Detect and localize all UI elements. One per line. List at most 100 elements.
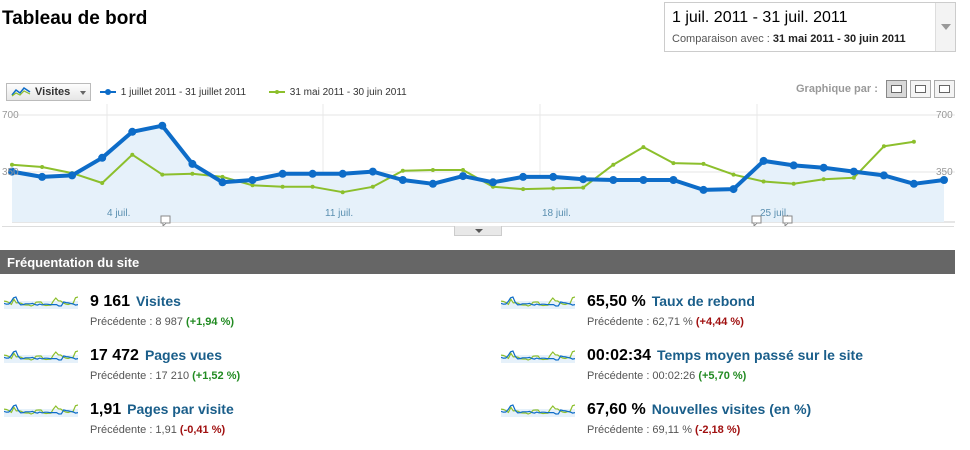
current-series-point[interactable] <box>368 167 377 176</box>
stat-previous: Précédente : 1,91 <box>90 424 177 436</box>
stat-name-link[interactable]: Nouvelles visites (en %) <box>651 401 812 417</box>
week-view-icon <box>915 85 926 93</box>
current-series-point[interactable] <box>579 175 588 184</box>
previous-series-point[interactable] <box>190 171 195 176</box>
graph-by-month-button[interactable] <box>934 80 955 98</box>
previous-series-point[interactable] <box>791 181 796 186</box>
current-series-point[interactable] <box>849 167 858 176</box>
sparkline-line <box>4 296 78 307</box>
line-chart-icon <box>11 87 31 97</box>
current-series-point[interactable] <box>489 178 497 187</box>
date-range-label: 1 juil. 2011 - 31 juil. 2011 <box>672 9 848 26</box>
comparison-label: Comparaison avec : 31 mai 2011 - 30 juin… <box>672 33 906 45</box>
current-series-point[interactable] <box>459 172 467 181</box>
current-series-point[interactable] <box>819 163 828 172</box>
previous-series-point[interactable] <box>551 186 556 191</box>
previous-series-point[interactable] <box>851 175 856 180</box>
previous-series-point[interactable] <box>611 162 616 167</box>
annotation-icon[interactable] <box>782 215 793 228</box>
date-range-picker[interactable]: 1 juil. 2011 - 31 juil. 2011 Comparaison… <box>664 2 956 52</box>
annotation-icon[interactable] <box>160 215 171 228</box>
current-series-point[interactable] <box>38 172 47 181</box>
previous-series-point[interactable] <box>10 162 14 167</box>
stat-value: 1,91 <box>90 401 122 418</box>
current-series-point[interactable] <box>68 171 77 180</box>
previous-series-point[interactable] <box>280 184 285 189</box>
previous-series-point[interactable] <box>461 168 465 172</box>
current-series-point[interactable] <box>699 185 708 194</box>
legend-current: 1 juillet 2011 - 31 juillet 2011 <box>100 87 246 98</box>
graph-by-week-button[interactable] <box>910 80 931 98</box>
current-series-point[interactable] <box>879 171 888 180</box>
current-series-point[interactable] <box>729 185 738 194</box>
current-series-point[interactable] <box>789 161 798 170</box>
current-series-point[interactable] <box>519 172 528 181</box>
current-series-point[interactable] <box>98 153 107 162</box>
previous-series-point[interactable] <box>340 190 345 195</box>
section-header: Fréquentation du site <box>0 250 955 274</box>
previous-series-point[interactable] <box>581 185 586 190</box>
previous-series-point[interactable] <box>100 181 105 185</box>
previous-series-point[interactable] <box>641 145 646 150</box>
current-series-point[interactable] <box>428 179 437 188</box>
previous-series-point[interactable] <box>130 152 135 157</box>
previous-series-point[interactable] <box>881 144 886 149</box>
current-series-point[interactable] <box>248 176 257 184</box>
previous-series-point[interactable] <box>821 177 826 182</box>
current-series-point[interactable] <box>940 176 948 184</box>
comparison-prefix: Comparaison avec : <box>672 33 770 45</box>
previous-series-point[interactable] <box>911 139 916 144</box>
previous-series-point[interactable] <box>370 184 375 189</box>
chevron-down-icon[interactable] <box>935 3 955 51</box>
previous-series-point[interactable] <box>521 187 526 192</box>
annotation-icon[interactable] <box>751 215 762 228</box>
collapse-chart-toggle[interactable] <box>454 226 502 236</box>
x-tick-label-3: 18 juil. <box>542 208 571 219</box>
metric-selector[interactable]: Visites <box>6 83 91 101</box>
current-series-point[interactable] <box>609 176 618 184</box>
previous-series-point[interactable] <box>310 184 315 189</box>
stat-value: 9 161 <box>90 293 131 310</box>
stat-name-link[interactable]: Pages vues <box>144 347 222 363</box>
current-series-point[interactable] <box>549 172 558 181</box>
previous-series-point[interactable] <box>671 161 676 166</box>
previous-series-point[interactable] <box>160 172 165 177</box>
y-tick-right-mid: 350 <box>936 167 953 178</box>
sparkline-icon <box>501 404 575 417</box>
current-series-point[interactable] <box>218 178 227 187</box>
previous-series-point[interactable] <box>731 172 736 177</box>
current-series-point[interactable] <box>909 179 918 188</box>
current-series-point[interactable] <box>308 169 317 178</box>
graph-by-day-button[interactable] <box>886 80 907 98</box>
legend-previous: 31 mai 2011 - 30 juin 2011 <box>269 87 407 98</box>
current-series-point[interactable] <box>759 156 768 165</box>
previous-series-point[interactable] <box>40 165 45 169</box>
current-series-point[interactable] <box>398 176 407 184</box>
stat-change: (+4,44 %) <box>695 316 744 328</box>
current-series-point[interactable] <box>338 169 347 178</box>
current-series-point[interactable] <box>278 169 287 178</box>
previous-series-point[interactable] <box>400 168 405 173</box>
sparkline-line <box>4 296 78 307</box>
current-series-point[interactable] <box>8 167 16 176</box>
current-series-point[interactable] <box>639 176 648 184</box>
stat-name-link[interactable]: Temps moyen passé sur le site <box>657 347 863 363</box>
current-series-point[interactable] <box>128 127 137 136</box>
previous-series-point[interactable] <box>761 179 766 184</box>
previous-series-point[interactable] <box>250 183 255 188</box>
day-view-icon <box>891 85 902 93</box>
stat-name-link[interactable]: Taux de rebond <box>651 293 755 309</box>
stat-name-link[interactable]: Visites <box>136 293 181 309</box>
stat-previous: Précédente : 8 987 <box>90 316 183 328</box>
previous-series-point[interactable] <box>430 168 435 172</box>
stat-name-link[interactable]: Pages par visite <box>127 401 234 417</box>
month-view-icon <box>939 85 950 93</box>
sparkline-line <box>501 350 575 361</box>
previous-series-point[interactable] <box>220 174 225 179</box>
current-series-point[interactable] <box>158 121 167 130</box>
x-tick-label-2: 11 juil. <box>325 208 353 219</box>
current-series-point[interactable] <box>188 159 197 168</box>
previous-series-point[interactable] <box>701 161 706 166</box>
current-series-point[interactable] <box>669 176 678 184</box>
current-series-line <box>11 123 945 192</box>
